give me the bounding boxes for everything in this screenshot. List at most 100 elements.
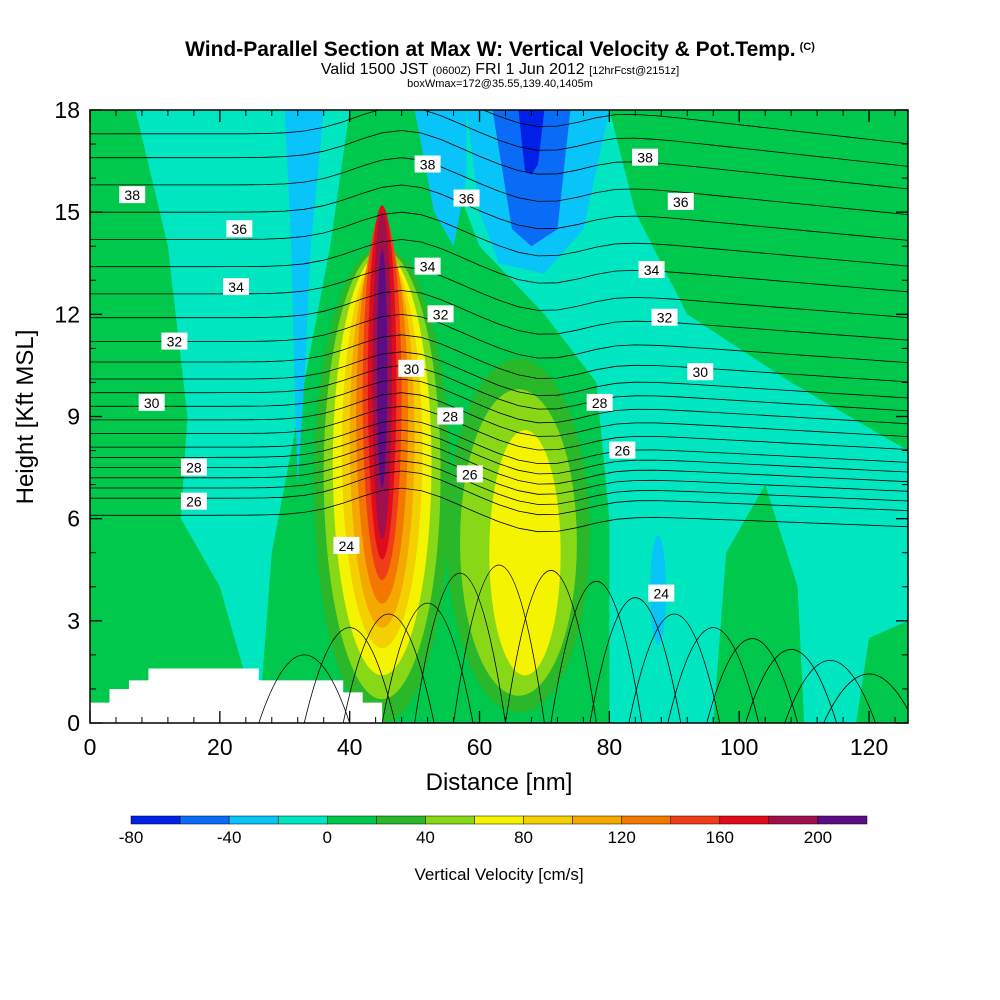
colorbar-swatch <box>327 815 377 825</box>
theta-contour-line <box>90 290 908 341</box>
contour-label-34: 34 <box>223 278 250 296</box>
contour-label-bg <box>638 261 665 279</box>
colorbar-swatch <box>474 815 524 825</box>
contour-label-30: 30 <box>398 359 425 377</box>
theta-contour-line <box>90 450 908 495</box>
theta-contour-dome <box>823 673 908 723</box>
contour-label-28: 28 <box>437 407 464 425</box>
zulu-time: (0600Z) <box>432 65 471 77</box>
y-tick-label: 18 <box>54 97 80 123</box>
contour-label-text: 26 <box>462 466 478 482</box>
contour-label-bg <box>609 441 636 459</box>
contour-label-text: 36 <box>232 221 248 237</box>
contour-label-bg <box>180 492 207 510</box>
theta-contour-line <box>90 110 908 167</box>
theta-contour-line <box>90 184 908 241</box>
theta-contour-dome <box>453 564 545 723</box>
contour-label-text: 26 <box>186 494 202 510</box>
contour-label-bg <box>398 359 425 377</box>
theta-contour-line <box>90 334 908 383</box>
theta-contour-dome <box>381 603 474 723</box>
valid-time: Valid 1500 JST <box>320 61 428 78</box>
colorbar-swatch <box>425 815 475 825</box>
contour-label-26: 26 <box>609 441 636 459</box>
contour-label-bg <box>223 278 250 296</box>
contour-label-bg <box>437 407 464 425</box>
colorbar-tick-label: -40 <box>217 828 242 847</box>
theta-contour-line <box>90 392 908 437</box>
contour-label-text: 34 <box>644 262 660 278</box>
potential-temperature-contours: 24 24 26 26 26 28 28 28 30 30 30 32 32 32 34 34 34 36 36 36… <box>90 110 908 723</box>
contour-label-text: 24 <box>654 586 670 602</box>
x-tick-label: 100 <box>720 734 758 760</box>
contour-label-bg <box>651 308 678 326</box>
contour-label-bg <box>648 584 675 602</box>
contour-label-text: 32 <box>167 334 183 350</box>
forecast-info: [12hrFcst@2151z] <box>589 65 680 77</box>
contour-label-32: 32 <box>161 332 188 350</box>
terrain-fill <box>90 668 383 723</box>
w-weak-up-lowright <box>713 484 805 723</box>
contour-label-bg <box>667 192 694 210</box>
colorbar-swatch <box>179 815 230 825</box>
contour-label-bg <box>180 458 207 476</box>
colorbar-swatch <box>621 815 671 825</box>
x-tick-label: 80 <box>597 734 623 760</box>
theta-contour-line <box>90 157 908 215</box>
contour-label-text: 32 <box>657 310 673 326</box>
contour-label-text: 36 <box>673 194 689 210</box>
contour-label-text: 38 <box>124 187 140 203</box>
contour-label-text: 28 <box>592 395 608 411</box>
y-tick-label: 3 <box>67 608 80 634</box>
colorbar-label: Vertical Velocity [cm/s] <box>414 865 583 884</box>
contour-label-text: 30 <box>692 364 708 380</box>
theta-contour-line <box>90 470 908 516</box>
y-tick-label: 15 <box>54 199 80 225</box>
contour-label-text: 28 <box>186 460 202 476</box>
colorbar-swatch <box>376 815 426 825</box>
contour-label-text: 34 <box>420 259 436 275</box>
w-main-9 <box>376 249 388 489</box>
y-tick-label: 6 <box>67 506 80 532</box>
theta-contour-dome <box>414 573 506 723</box>
x-tick-label: 20 <box>207 734 233 760</box>
y-axis-label: Height [Kft MSL] <box>12 330 39 505</box>
contour-label-38: 38 <box>414 155 441 173</box>
box-wmax-info: boxWmax=172@35.55,139.40,1405m <box>407 78 593 90</box>
contour-label-bg <box>456 465 483 483</box>
theta-contour-dome <box>342 613 435 723</box>
theta-contour-line <box>90 110 908 145</box>
colorbar-swatch <box>572 815 622 825</box>
theta-contour-line <box>90 419 908 465</box>
contour-label-30: 30 <box>138 393 165 411</box>
y-tick-label: 9 <box>67 404 80 430</box>
contour-label-bg <box>453 189 480 207</box>
theta-contour-line <box>90 365 908 412</box>
contour-label-text: 30 <box>144 395 160 411</box>
theta-contour-line <box>90 130 908 190</box>
y-tick-label: 12 <box>54 301 80 327</box>
theta-contour-line <box>90 313 908 363</box>
contour-label-38: 38 <box>632 148 659 166</box>
contour-label-36: 36 <box>667 192 694 210</box>
colorbar-tick-label: -80 <box>119 828 144 847</box>
contour-label-34: 34 <box>414 257 441 275</box>
contour-label-text: 24 <box>339 538 355 554</box>
y-tick-label: 0 <box>67 710 80 736</box>
theta-contour-dome <box>667 627 760 723</box>
contour-label-bg <box>226 220 253 238</box>
x-tick-label: 120 <box>850 734 888 760</box>
theta-contour-dome <box>303 627 396 723</box>
plot-area: 24 24 26 26 26 28 28 28 30 30 30 32 32 32 34 34 34 36 36 36… <box>90 110 908 723</box>
contour-label-bg <box>333 536 360 554</box>
theta-contour-dome <box>784 660 876 723</box>
contour-label-24: 24 <box>648 584 675 602</box>
colorbar-swatch <box>670 815 721 825</box>
contour-label-text: 38 <box>637 150 653 166</box>
theta-contour-line <box>90 211 908 267</box>
colorbar-tick-label: 40 <box>416 828 435 847</box>
theta-contour-dome <box>589 597 682 723</box>
theta-contour-line <box>90 405 908 451</box>
